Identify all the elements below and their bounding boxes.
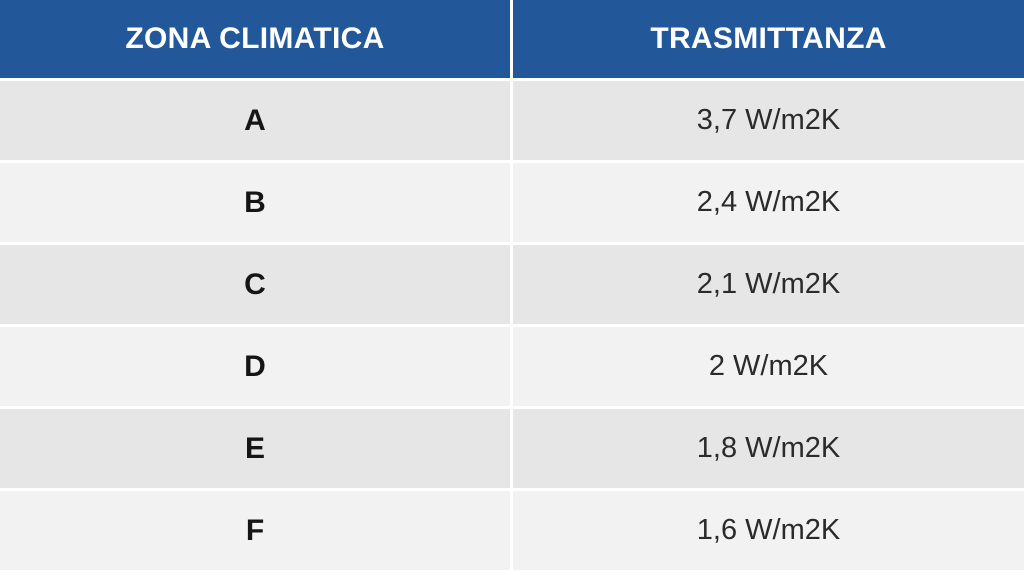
row-value-d: 2 W/m2K xyxy=(513,327,1024,406)
row-zone-a: A xyxy=(0,81,510,160)
row-zone-d: D xyxy=(0,327,510,406)
row-value-b: 2,4 W/m2K xyxy=(513,163,1024,242)
row-zone-b: B xyxy=(0,163,510,242)
row-zone-c: C xyxy=(0,245,510,324)
row-value-e: 1,8 W/m2K xyxy=(513,409,1024,488)
row-value-a: 3,7 W/m2K xyxy=(513,81,1024,160)
header-trasmittanza: TRASMITTANZA xyxy=(513,0,1024,78)
row-value-f: 1,6 W/m2K xyxy=(513,491,1024,570)
header-zona-climatica: ZONA CLIMATICA xyxy=(0,0,510,78)
row-value-c: 2,1 W/m2K xyxy=(513,245,1024,324)
row-zone-e: E xyxy=(0,409,510,488)
row-zone-f: F xyxy=(0,491,510,570)
